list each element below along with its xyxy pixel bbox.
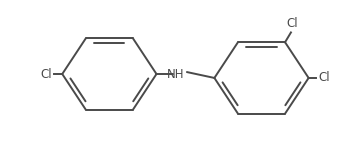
Text: Cl: Cl: [286, 17, 298, 30]
Text: Cl: Cl: [41, 68, 52, 81]
Text: NH: NH: [166, 68, 184, 81]
Text: Cl: Cl: [318, 71, 330, 84]
